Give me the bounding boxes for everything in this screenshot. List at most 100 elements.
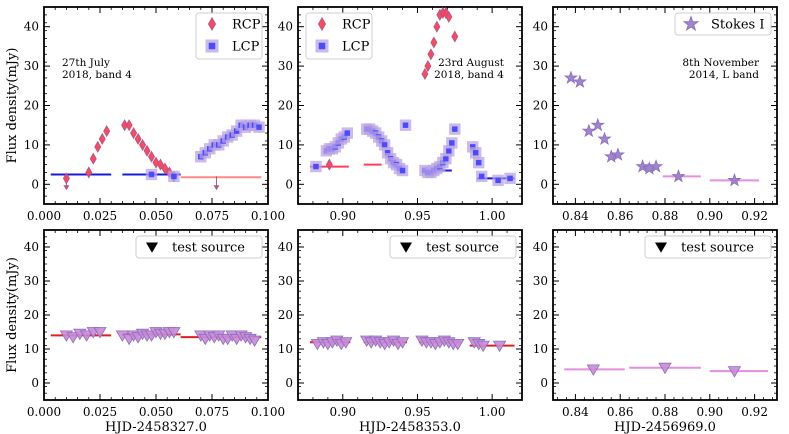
data-point-lcp	[344, 130, 351, 136]
data-point-test-source	[476, 340, 490, 353]
x-tick-label: 0.86	[607, 405, 634, 419]
panel-p5: 0 10 20 30 40 0.90 0.95 1.00 HJD-2458353.0 test s…	[278, 229, 523, 434]
legend-marker	[655, 242, 667, 253]
data-point-rcp	[103, 125, 111, 138]
panel-annotation: 2014, L band	[689, 69, 759, 81]
x-tick-label: 0.025	[83, 209, 117, 223]
y-tick-label: 10	[24, 342, 39, 356]
panel-p6: 0 10 20 30 40 0.84 0.86 0.88 0.90 0.92 HJD-2456969…	[533, 229, 778, 434]
data-point-test-source	[586, 364, 601, 376]
x-axis-label: HJD-2456969.0	[614, 420, 716, 434]
data-point-stokes-i	[635, 159, 650, 173]
x-tick-label: 0.000	[27, 209, 61, 223]
y-tick-label: 30	[533, 59, 548, 73]
data-point-test-source	[658, 362, 672, 375]
x-tick-label: 0.050	[139, 209, 173, 223]
data-point-stokes-i	[563, 70, 579, 84]
legend-marker	[207, 16, 217, 32]
y-tick-label: 30	[24, 274, 39, 288]
y-tick-label: 10	[278, 138, 293, 152]
y-tick-label: 30	[278, 274, 293, 288]
data-point-stokes-i	[648, 159, 664, 173]
y-tick-label: 0	[285, 177, 293, 191]
y-tick-label: 40	[24, 240, 39, 254]
data-point-rcp	[421, 67, 429, 81]
x-tick-label: 0.90	[696, 209, 723, 223]
legend-label: test source	[426, 241, 499, 256]
legend-label: RCP	[342, 18, 371, 33]
data-point-test-source	[247, 335, 262, 347]
y-tick-label: 0	[31, 376, 39, 390]
data-point-rcp	[325, 158, 333, 171]
y-tick-label: 20	[24, 99, 39, 113]
data-point-rcp	[427, 48, 435, 61]
data-point-lcp	[478, 173, 485, 180]
y-tick-label: 30	[24, 59, 39, 73]
legend-box	[389, 235, 517, 259]
data-point-rcp	[148, 150, 156, 163]
y-tick-label: 10	[533, 342, 548, 356]
panel-p1: 0 10 20 30 40 0.000 0.025 0.050 0.075 0.100 Flux d…	[5, 6, 285, 223]
x-tick-label: 0.92	[741, 405, 768, 419]
x-tick-label: 0.025	[83, 405, 117, 419]
data-point-test-source	[79, 330, 94, 342]
data-point-rcp	[424, 60, 432, 73]
data-point-test-source	[66, 332, 80, 344]
data-point-lcp	[452, 126, 458, 132]
data-point-stokes-i	[581, 123, 596, 138]
data-point-test-source	[395, 337, 410, 349]
data-point-lcp	[381, 142, 388, 148]
data-point-test-source	[492, 340, 507, 353]
x-tick-label: 0.92	[741, 209, 768, 223]
data-point-rcp	[94, 140, 102, 153]
data-point-lcp	[449, 140, 455, 146]
data-point-rcp	[143, 144, 151, 157]
panel-annotation: 23rd August	[438, 57, 505, 69]
y-tick-label: 20	[533, 99, 548, 113]
x-tick-label: 0.90	[329, 405, 356, 419]
axes-frame	[552, 6, 778, 205]
data-point-test-source	[451, 339, 465, 351]
panel-annotation: 8th November	[682, 57, 760, 69]
upper-limit-arrowhead	[213, 185, 220, 191]
y-axis-label: Flux density(mJy)	[5, 48, 20, 164]
data-point-stokes-i	[671, 168, 686, 183]
x-axis-label: HJD-2458353.0	[359, 420, 461, 434]
legend-label: RCP	[232, 18, 261, 33]
y-tick-label: 40	[533, 20, 548, 34]
data-point-lcp	[495, 177, 501, 184]
data-point-stokes-i	[597, 131, 612, 146]
data-point-rcp	[430, 36, 438, 49]
data-point-lcp	[256, 124, 262, 130]
y-tick-label: 40	[533, 240, 548, 254]
data-point-rcp	[85, 166, 93, 179]
data-point-test-source	[93, 327, 107, 339]
data-point-rcp	[125, 119, 133, 132]
data-point-stokes-i	[572, 74, 587, 88]
legend-marker	[682, 15, 700, 32]
panel-p3: 0 10 20 30 40 0.84 0.86 0.88 0.90 0.92 8th Novembe…	[533, 6, 778, 223]
y-tick-label: 10	[533, 138, 548, 152]
legend-box	[135, 235, 263, 259]
y-tick-label: 0	[31, 177, 39, 191]
data-point-rcp	[130, 127, 138, 140]
x-tick-label: 0.075	[195, 405, 229, 419]
panel-annotation: 2018, band 4	[434, 69, 504, 81]
data-point-lcp	[446, 148, 452, 154]
x-tick-label: 0.84	[562, 405, 589, 419]
x-tick-label: 1.00	[479, 209, 506, 223]
panel-annotation: 27th July	[62, 57, 110, 69]
y-tick-label: 0	[540, 177, 548, 191]
data-point-test-source	[167, 327, 181, 339]
legend-marker	[317, 16, 327, 32]
y-tick-label: 0	[540, 376, 548, 390]
data-point-rcp	[451, 30, 459, 43]
legend-box	[674, 12, 772, 36]
legend-label: LCP	[232, 40, 260, 55]
data-point-lcp	[399, 167, 406, 174]
data-point-stokes-i	[590, 117, 605, 132]
data-point-lcp	[148, 171, 155, 178]
y-tick-label: 10	[278, 342, 293, 356]
legend-marker	[318, 42, 326, 50]
